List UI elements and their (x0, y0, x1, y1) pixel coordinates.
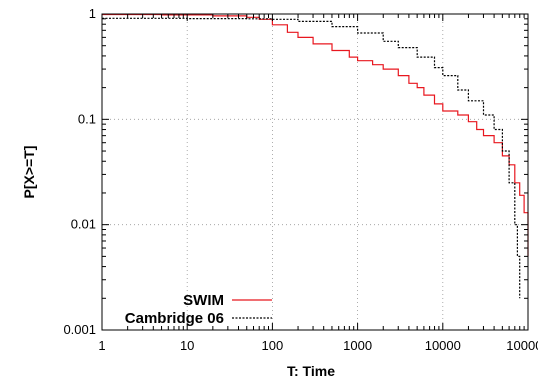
y-axis-title: P[X>=T] (21, 146, 37, 199)
y-tick-label-0-001: 0.001 (63, 322, 96, 337)
series-line-cambridge-06 (102, 17, 521, 299)
axis-ticks: 1 10 100 1000 10000 100000 0.001 0.01 0.1 1 (63, 6, 538, 353)
x-tick-label-100000: 100000 (506, 338, 538, 353)
x-tick-label-1: 1 (98, 338, 105, 353)
y-tick-label-0-1: 0.1 (78, 111, 96, 126)
series-line-swim (102, 13, 529, 257)
plot-frame (101, 13, 529, 331)
x-axis-title: T: Time (287, 363, 335, 379)
y-tick-label-1: 1 (89, 6, 96, 21)
x-tick-label-10: 10 (180, 338, 194, 353)
grid-lines (102, 14, 528, 330)
x-tick-label-100: 100 (262, 338, 284, 353)
legend-label-swim: SWIM (183, 292, 224, 309)
series-lines (102, 13, 529, 299)
x-tick-label-1000: 1000 (343, 338, 372, 353)
legend: SWIM Cambridge 06 (125, 292, 272, 327)
y-tick-label-0-01: 0.01 (71, 217, 96, 232)
legend-label-cambridge: Cambridge 06 (125, 310, 224, 327)
x-tick-label-10000: 10000 (425, 338, 461, 353)
